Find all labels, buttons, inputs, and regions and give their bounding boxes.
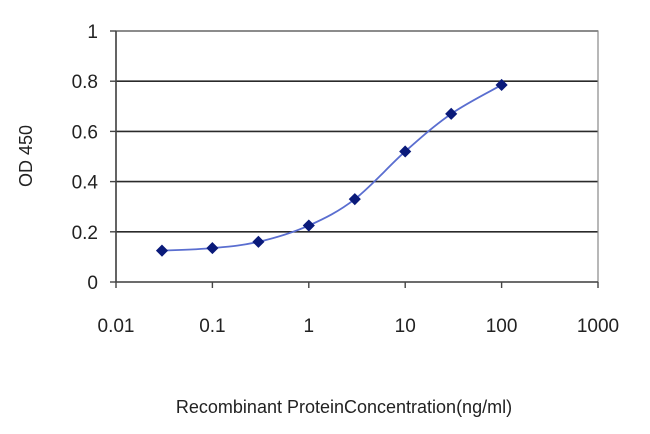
y-tick-label-4: 0.8 xyxy=(72,72,98,93)
data-point-7 xyxy=(495,78,508,92)
x-tick-label-4: 100 xyxy=(486,316,518,337)
tick-labels: 0.01 0.1 1 10 100 1000 0 0.2 0.4 0.6 0.8 1 xyxy=(72,22,620,337)
plot-frame xyxy=(115,30,599,283)
plot-border xyxy=(115,30,599,283)
data-point-2 xyxy=(252,235,265,248)
data-point-6 xyxy=(445,107,458,120)
x-tick-label-1: 0.1 xyxy=(199,316,225,337)
y-axis-title: OD 450 xyxy=(16,125,36,187)
data-point-1 xyxy=(206,242,219,255)
y-tick-label-3: 0.6 xyxy=(72,122,98,143)
data-point-4 xyxy=(348,193,361,206)
data-point-5 xyxy=(399,145,412,158)
x-tick-label-2: 1 xyxy=(304,316,315,337)
x-tick-label-3: 10 xyxy=(395,316,416,337)
y-tick-label-5: 1 xyxy=(87,22,98,43)
x-tick-label-5: 1000 xyxy=(577,316,619,337)
x-axis-title: Recombinant ProteinConcentration(ng/ml) xyxy=(176,397,512,417)
data-point-3 xyxy=(302,219,315,232)
x-tick-label-0: 0.01 xyxy=(98,316,135,337)
y-tick-label-0: 0 xyxy=(87,273,98,294)
series-layer xyxy=(155,78,508,257)
y-tick-label-2: 0.4 xyxy=(72,173,99,194)
y-tick-label-1: 0.2 xyxy=(72,223,98,244)
data-point-0 xyxy=(155,244,169,257)
